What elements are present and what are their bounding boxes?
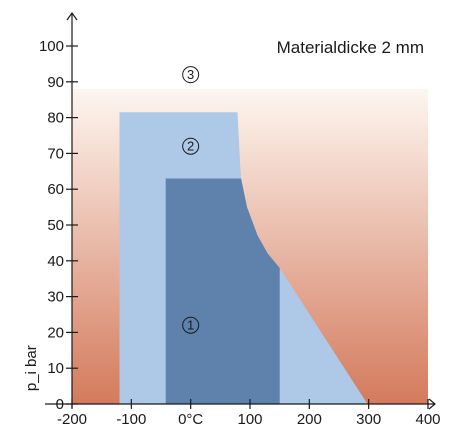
zone-3-label: 1 [187,318,194,333]
zone-3-area [165,178,280,404]
y-tick-label: 80 [47,110,64,127]
zone-1-label: 3 [187,67,194,82]
y-tick-label: 90 [47,74,64,91]
y-tick-label: 20 [47,324,64,341]
x-tick-label: -200 [57,411,87,428]
zone-3-marker [182,316,200,334]
x-axis-arrow [428,398,436,410]
y-tick-label: 100 [39,38,64,55]
y-tick-label: 50 [47,217,64,234]
y-tick-label: 10 [47,360,64,377]
x-tick-label: 200 [297,411,322,428]
y-tick-label: 30 [47,289,64,306]
y-axis-title: p_i bar [23,345,40,391]
zone-2-marker [182,137,200,155]
y-tick-label: 70 [47,145,64,162]
y-tick-label: 60 [47,181,64,198]
zone-1-marker [182,66,200,84]
chart-title: Materialdicke 2 mm [277,38,424,57]
y-tick-label: 40 [47,253,64,270]
x-tick-label: 100 [237,411,262,428]
x-tick-label: -100 [116,411,146,428]
zone-2-label: 2 [187,139,194,154]
y-axis-arrow [66,11,78,21]
y-tick-label: 0 [56,396,64,413]
x-tick-label: 0°C [178,411,203,428]
x-tick-label: 400 [415,411,440,428]
x-tick-label: 300 [356,411,381,428]
